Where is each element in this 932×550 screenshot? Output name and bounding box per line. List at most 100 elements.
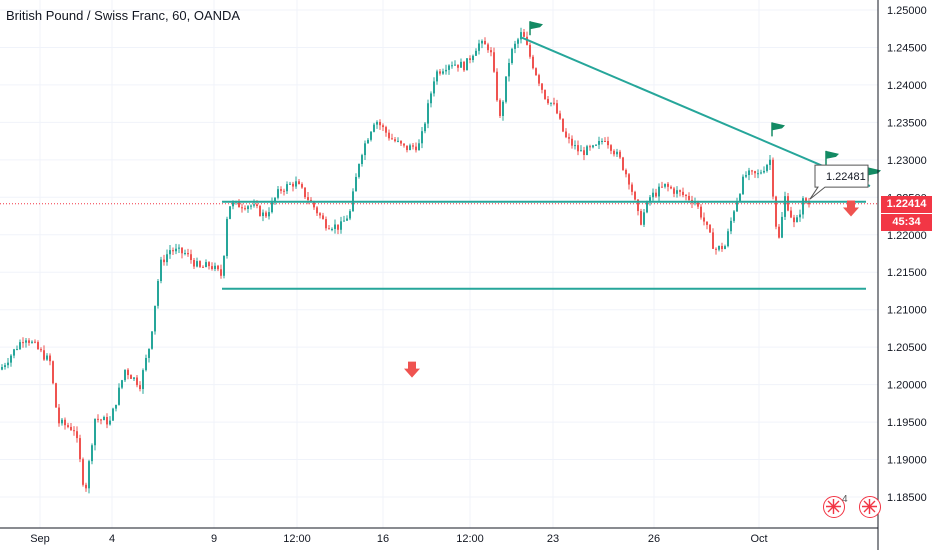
candle-body (418, 143, 420, 151)
candle-body (325, 219, 327, 229)
candle-body (166, 254, 168, 263)
candle-body (226, 218, 228, 256)
candle-body (622, 157, 624, 170)
candle-body (391, 138, 393, 140)
candle-body (277, 189, 279, 198)
candle-body (796, 217, 798, 223)
flag-icon (772, 122, 785, 131)
candle-body (181, 247, 183, 254)
y-tick-label: 1.22000 (887, 230, 927, 242)
candle-body (85, 484, 87, 489)
candle-body (46, 355, 48, 360)
candle-body (154, 305, 156, 332)
flag-uk-icon-2[interactable] (859, 496, 881, 518)
candle-body (358, 164, 360, 177)
candle-body (436, 71, 438, 82)
candle-body (151, 331, 153, 349)
candle-body (13, 349, 15, 356)
candle-body (550, 102, 552, 104)
countdown-badge: 45:34 (881, 214, 932, 231)
candle-body (595, 144, 597, 146)
candle-body (784, 196, 786, 217)
candle-body (565, 131, 567, 138)
candle-body (175, 248, 177, 252)
candle-body (538, 75, 540, 84)
x-tick-label: 12:00 (283, 533, 311, 545)
candle-body (448, 65, 450, 70)
candle-body (169, 250, 171, 255)
candle-body (556, 103, 558, 114)
candle-body (580, 150, 582, 152)
candle-body (712, 232, 714, 249)
candle-body (385, 127, 387, 133)
candle-body (532, 56, 534, 69)
candle-body (637, 199, 639, 212)
y-tick-label: 1.23000 (887, 155, 927, 167)
x-tick-label: 9 (211, 533, 217, 545)
indicator-count: 4 (842, 494, 848, 505)
candle-body (361, 155, 363, 165)
candle-body (70, 426, 72, 431)
candle-body (544, 89, 546, 100)
sell-arrow-icon (404, 361, 420, 378)
candle-body (124, 369, 126, 381)
candle-body (172, 250, 174, 252)
candle-body (445, 69, 447, 72)
candle-body (628, 174, 630, 185)
flag-uk-icon[interactable] (823, 496, 845, 518)
candle-body (499, 100, 501, 116)
candle-body (340, 221, 342, 230)
candle-body (247, 206, 249, 210)
y-tick-label: 1.25000 (887, 5, 927, 17)
candle-body (283, 190, 285, 192)
candle-body (682, 191, 684, 196)
candle-body (310, 199, 312, 202)
candle-body (238, 201, 240, 208)
candle-body (520, 32, 522, 40)
candle-body (724, 246, 726, 250)
candle-body (718, 245, 720, 250)
y-tick-label: 1.20000 (887, 380, 927, 392)
candle-body (4, 365, 6, 368)
candle-body (55, 383, 57, 408)
candle-body (775, 196, 777, 227)
candle-body (118, 387, 120, 405)
candle-body (28, 340, 30, 343)
candle-body (145, 357, 147, 371)
candle-body (19, 342, 21, 350)
candle-body (34, 341, 36, 343)
candle-body (808, 202, 810, 205)
y-tick-label: 1.20500 (887, 342, 927, 354)
candle-body (280, 189, 282, 191)
candle-body (100, 419, 102, 421)
candle-body (715, 248, 717, 250)
candle-body (676, 190, 678, 194)
candle-body (703, 217, 705, 222)
candle-body (262, 212, 264, 217)
trendline (521, 36, 871, 187)
candle-body (586, 146, 588, 155)
candle-body (199, 261, 201, 267)
candle-body (760, 172, 762, 174)
candle-body (244, 208, 246, 210)
candle-body (370, 131, 372, 140)
candle-body (160, 259, 162, 282)
y-tick-label: 1.24000 (887, 80, 927, 92)
candle-body (37, 342, 39, 350)
candle-body (670, 186, 672, 189)
candle-body (295, 181, 297, 187)
candle-body (274, 197, 276, 202)
candle-body (598, 141, 600, 145)
candle-body (748, 170, 750, 176)
candle-body (136, 377, 138, 386)
drawings: 1.22481 (0, 21, 881, 378)
candle-body (97, 418, 99, 420)
candle-body (655, 192, 657, 197)
candle-body (187, 253, 189, 255)
candle-body (772, 159, 774, 197)
x-tick-label: 16 (377, 533, 389, 545)
candle-body (805, 198, 807, 203)
candle-body (403, 143, 405, 146)
candle-body (475, 50, 477, 56)
